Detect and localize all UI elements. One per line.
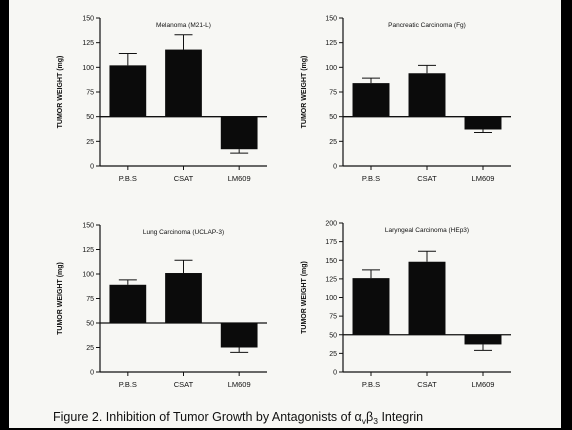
y-tick-label: 75 xyxy=(86,90,94,97)
bar-csat xyxy=(165,273,202,323)
y-axis-label: TUMOR WEIGHT (mg) xyxy=(301,56,308,129)
y-tick-label: 125 xyxy=(82,40,94,47)
x-tick-label: CSAT xyxy=(417,380,437,389)
caption-subscript-v: v xyxy=(362,416,367,426)
bar-lm609 xyxy=(464,116,502,130)
x-tick-label: P.B.S xyxy=(362,380,380,389)
caption-beta: β xyxy=(366,410,373,424)
y-tick-label: 25 xyxy=(329,351,337,358)
y-tick-label: 100 xyxy=(325,65,337,72)
y-tick-label: 125 xyxy=(325,276,337,283)
figure-canvas: 0 25 50 75 100 125 150 P.B.S CSAT LM609 Melanoma (… xyxy=(53,16,511,426)
y-tick-label: 150 xyxy=(82,16,94,23)
x-tick-label: CSAT xyxy=(417,174,437,183)
bar-csat xyxy=(165,49,202,117)
y-tick-label: 25 xyxy=(86,139,94,146)
x-tick-label: LM609 xyxy=(472,174,495,183)
y-tick-label: 150 xyxy=(325,16,337,23)
y-tick-label: 0 xyxy=(333,164,337,171)
x-tick-label: P.B.S xyxy=(119,380,137,389)
y-tick-label: 0 xyxy=(333,370,337,377)
y-tick-label: 125 xyxy=(82,247,94,254)
y-tick-label: 150 xyxy=(82,223,94,230)
caption-subscript-3: 3 xyxy=(373,416,378,426)
bar-pbs xyxy=(109,65,147,117)
bar-pbs xyxy=(352,83,390,117)
bar-pbs xyxy=(109,284,147,323)
chart-title: Melanoma (M21-L) xyxy=(156,22,211,29)
y-tick-label: 125 xyxy=(325,40,337,47)
bar-pbs xyxy=(352,278,390,335)
chart-panel-2: 0 25 50 75 100 125 150 P.B.S CSAT LM609 Pancreatic… xyxy=(301,16,511,183)
y-tick-label: 25 xyxy=(86,345,94,352)
x-tick-label: P.B.S xyxy=(119,174,137,183)
x-tick-label: CSAT xyxy=(174,380,194,389)
y-tick-label: 100 xyxy=(82,272,94,279)
figure-caption: Figure 2. Inhibition of Tumor Growth by … xyxy=(53,410,423,426)
y-axis-label: TUMOR WEIGHT (mg) xyxy=(301,261,308,334)
y-axis-label: TUMOR WEIGHT (mg) xyxy=(57,262,64,335)
chart-title: Pancreatic Carcinoma (Fg) xyxy=(388,22,466,29)
bar-csat xyxy=(408,261,446,335)
y-tick-label: 50 xyxy=(329,114,337,121)
x-tick-label: CSAT xyxy=(174,174,194,183)
y-tick-label: 100 xyxy=(82,65,94,72)
y-axis-label: TUMOR WEIGHT (mg) xyxy=(57,56,64,129)
x-tick-label: LM609 xyxy=(228,380,251,389)
y-tick-label: 100 xyxy=(325,295,337,302)
y-tick-label: 50 xyxy=(86,321,94,328)
y-tick-label: 150 xyxy=(325,258,337,265)
bar-lm609 xyxy=(464,334,502,345)
chart-panel-1: 0 25 50 75 100 125 150 P.B.S CSAT LM609 Melanoma (… xyxy=(57,16,267,183)
chart-panel-3: 0 25 50 75 100 125 150 P.B.S CSAT LM609 Lung Carci… xyxy=(57,223,267,389)
figure-page: 0 25 50 75 100 125 150 P.B.S CSAT LM609 Melanoma (… xyxy=(9,0,561,428)
caption-text: Figure 2. Inhibition of Tumor Growth by … xyxy=(53,410,362,424)
chart-panel-4: 0 25 50 75 100 125 150 175 200 P.B.S CSAT LM609 Lary… xyxy=(301,221,511,389)
y-tick-label: 175 xyxy=(325,239,337,246)
bar-csat xyxy=(408,73,446,117)
y-tick-label: 75 xyxy=(86,296,94,303)
y-tick-label: 50 xyxy=(329,332,337,339)
y-tick-label: 0 xyxy=(90,370,94,377)
y-tick-label: 25 xyxy=(329,139,337,146)
caption-tail: Integrin xyxy=(378,410,423,424)
x-tick-label: P.B.S xyxy=(362,174,380,183)
chart-title: Laryngeal Carcinoma (HEp3) xyxy=(385,227,469,234)
y-tick-label: 50 xyxy=(86,114,94,121)
chart-title: Lung Carcinoma (UCLAP-3) xyxy=(143,229,224,236)
y-tick-label: 75 xyxy=(329,314,337,321)
x-tick-label: LM609 xyxy=(472,380,495,389)
bar-lm609 xyxy=(220,116,258,150)
y-tick-label: 75 xyxy=(329,90,337,97)
y-tick-label: 0 xyxy=(90,164,94,171)
bar-lm609 xyxy=(220,323,258,348)
x-tick-label: LM609 xyxy=(228,174,251,183)
y-tick-label: 200 xyxy=(325,221,337,228)
